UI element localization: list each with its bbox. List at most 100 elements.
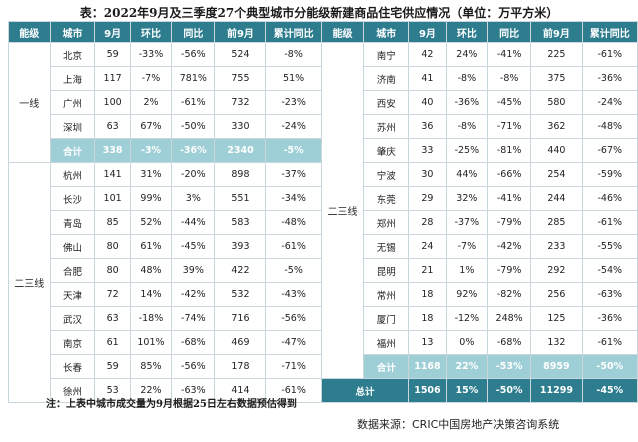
value-cell: -50% (171, 114, 216, 139)
value-cell: 583 (214, 210, 267, 235)
city-cell: 上海 (49, 66, 96, 91)
value-cell: 125 (530, 306, 583, 331)
total-value: 15% (445, 378, 488, 403)
column-header: 9月 (94, 21, 131, 43)
value-cell: -81% (486, 138, 532, 163)
value-cell: -50% (581, 354, 638, 379)
value-cell: 63 (94, 114, 131, 139)
value-cell: 21 (408, 258, 447, 283)
value-cell: -3% (129, 138, 173, 163)
column-header: 环比 (129, 21, 173, 43)
value-cell: 14% (129, 282, 173, 307)
value-cell: -46% (581, 186, 638, 211)
value-cell: 51% (265, 66, 322, 91)
value-cell: 85% (129, 354, 173, 379)
value-cell: -24% (581, 90, 638, 115)
value-cell: -61% (265, 234, 322, 259)
value-cell: -55% (581, 234, 638, 259)
value-cell: 22% (129, 378, 173, 403)
value-cell: -68% (486, 330, 532, 355)
city-cell: 北京 (49, 42, 96, 67)
city-cell: 广州 (49, 90, 96, 115)
value-cell: 524 (214, 42, 267, 67)
value-cell: -23% (265, 90, 322, 115)
total-value: 11299 (530, 378, 583, 403)
value-cell: -61% (581, 42, 638, 67)
column-header: 能级 (320, 21, 365, 43)
value-cell: -8% (486, 66, 532, 91)
city-cell: 无锡 (363, 234, 410, 259)
value-cell: 532 (214, 282, 267, 307)
value-cell: -59% (581, 162, 638, 187)
value-cell: 32% (445, 186, 488, 211)
table-row: 合肥 80 48% 39% 422 -5% 昆明 21 1% -79% 292 -54% (9, 258, 638, 283)
city-cell: 佛山 (49, 234, 96, 259)
value-cell: 67% (129, 114, 173, 139)
value-cell: 63 (94, 306, 131, 331)
value-cell: -5% (265, 258, 322, 283)
column-header: 能级 (8, 21, 51, 43)
table-title: 表：2022年9月及三季度27个典型城市分能级新建商品住宅供应情况（单位：万平方… (79, 6, 559, 20)
value-cell: 414 (214, 378, 267, 403)
value-cell: -56% (265, 306, 322, 331)
value-cell: -61% (265, 378, 322, 403)
value-cell: 30 (408, 162, 447, 187)
value-cell: 244 (530, 186, 583, 211)
table-row: 天津 72 14% -42% 532 -43% 常州 18 92% -82% 256 -63% (9, 282, 638, 307)
value-cell: -18% (129, 306, 173, 331)
value-cell: -36% (581, 66, 638, 91)
value-cell: 29 (408, 186, 447, 211)
value-cell: 440 (530, 138, 583, 163)
value-cell: -36% (171, 138, 216, 163)
value-cell: -36% (445, 90, 488, 115)
value-cell: 2% (129, 90, 173, 115)
city-cell: 杭州 (49, 162, 96, 187)
table-row: 南京 61 101% -68% 469 -47% 福州 13 0% -68% 132 -61% (9, 330, 638, 355)
value-cell: -61% (171, 90, 216, 115)
value-cell: 100 (94, 90, 131, 115)
value-cell: -66% (486, 162, 532, 187)
value-cell: -37% (445, 210, 488, 235)
total-value: 1506 (408, 378, 447, 403)
value-cell: -41% (486, 186, 532, 211)
value-cell: 233 (530, 234, 583, 259)
table-row: 徐州 53 22% -63% 414 -61% 总计 1506 15% -50% 11299 -45% (9, 378, 638, 403)
city-cell: 合计 (49, 138, 96, 163)
total-value: -45% (581, 378, 638, 403)
value-cell: 99% (129, 186, 173, 211)
value-cell: -79% (486, 210, 532, 235)
value-cell: -12% (445, 306, 488, 331)
value-cell: 31% (129, 162, 173, 187)
city-cell: 东莞 (363, 186, 410, 211)
value-cell: 18 (408, 306, 447, 331)
value-cell: 422 (214, 258, 267, 283)
value-cell: 40 (408, 90, 447, 115)
value-cell: 36 (408, 114, 447, 139)
value-cell: 85 (94, 210, 131, 235)
value-cell: 0% (445, 330, 488, 355)
city-cell: 合肥 (49, 258, 96, 283)
value-cell: -63% (171, 378, 216, 403)
value-cell: -8% (265, 42, 322, 67)
table-row: 长沙 101 99% 3% 551 -34% 东莞 29 32% -41% 244 -46% (9, 186, 638, 211)
value-cell: 178 (214, 354, 267, 379)
value-cell: -42% (171, 282, 216, 307)
column-header: 前9月 (214, 21, 267, 43)
value-cell: 117 (94, 66, 131, 91)
value-cell: -25% (445, 138, 488, 163)
column-header: 同比 (171, 21, 216, 43)
value-cell: 18 (408, 282, 447, 307)
value-cell: 256 (530, 282, 583, 307)
city-cell: 南京 (49, 330, 96, 355)
value-cell: 59 (94, 42, 131, 67)
value-cell: 101 (94, 186, 131, 211)
value-cell: 225 (530, 42, 583, 67)
city-cell: 合计 (363, 354, 410, 379)
column-header: 环比 (445, 21, 488, 43)
table-row: 一线 北京 59 -33% -56% 524 -8% 二三线 南宁 42 24% -41% 225 -61… (8, 42, 638, 379)
value-cell: 3% (171, 186, 216, 211)
value-cell: -68% (171, 330, 216, 355)
value-cell: -20% (171, 162, 216, 187)
tier-label: 一线 (8, 42, 51, 163)
column-header: 同比 (486, 21, 532, 43)
